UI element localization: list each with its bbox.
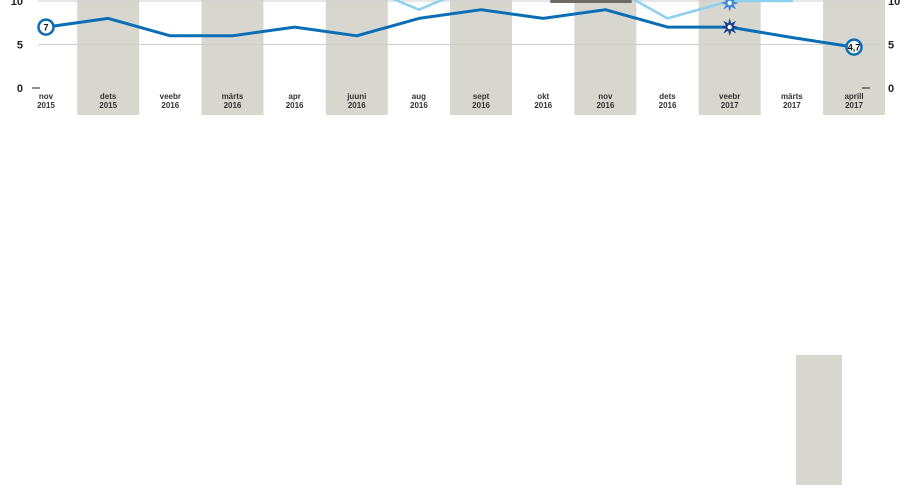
y-tick-left-0: 0	[17, 83, 23, 95]
y-axes: 0 0 5 5 10 10	[11, 0, 900, 95]
x-label-11: veebr 2017	[719, 92, 740, 110]
x-label-9: nov 2016	[596, 92, 614, 110]
data-point-0-13	[845, 38, 863, 56]
x-label-4: apr 2016	[286, 92, 304, 110]
cornflower-icon	[720, 18, 739, 37]
y-tick-left-5: 5	[17, 40, 23, 52]
x-label-5: juuni 2016	[346, 92, 366, 110]
x-axis-labels: nov 2015 dets 2015 veebr 2016 märts 2016 apr 2016…	[37, 92, 863, 110]
x-label-7: sept 2016	[472, 92, 490, 110]
shaded-band-5	[325, 0, 388, 115]
shaded-band-9	[574, 0, 637, 115]
x-label-1: dets 2015	[99, 92, 117, 110]
x-label-10: dets 2016	[659, 92, 677, 110]
callout-edge	[550, 0, 632, 3]
shaded-band-7	[450, 0, 513, 115]
y-tick-left-10: 10	[11, 0, 23, 8]
shaded-band-3	[201, 0, 264, 115]
x-label-12: märts 2017	[781, 92, 803, 110]
data-point-0-0	[37, 18, 55, 36]
shaded-band-13	[823, 0, 885, 115]
series-1-line	[392, 0, 794, 20]
x-label-2: veebr 2016	[160, 92, 181, 110]
y-tick-right-10: 10	[888, 0, 900, 8]
x-label-0: nov 2015	[37, 92, 55, 110]
series-lines	[44, 0, 856, 49]
data-label-0-13: 4,7	[848, 42, 861, 52]
x-label-8: okt 2016	[534, 92, 552, 110]
x-label-6: aug 2016	[410, 92, 428, 110]
decorative-bar	[796, 355, 842, 485]
data-label-0-0: 7	[43, 22, 48, 32]
series-0-line	[44, 8, 856, 49]
y-tick-right-0: 0	[888, 83, 894, 95]
cornflower-icon	[720, 0, 739, 12]
y-tick-right-5: 5	[888, 40, 894, 52]
x-label-3: märts 2016	[222, 92, 244, 110]
shaded-bands	[77, 0, 885, 115]
x-label-13: aprill 2017	[844, 92, 863, 110]
series-markers: 74,7	[37, 0, 863, 56]
